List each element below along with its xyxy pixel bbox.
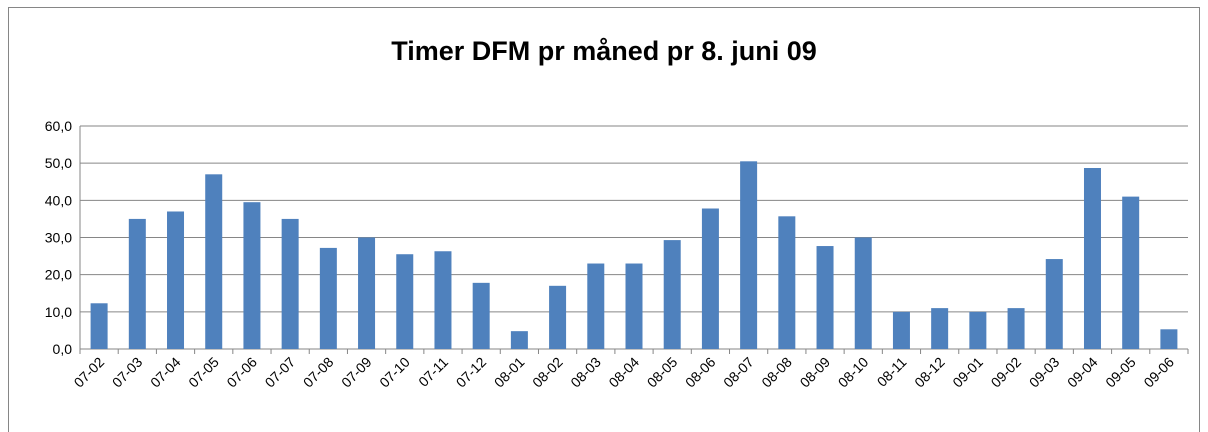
- y-tick-label: 20,0: [45, 267, 72, 283]
- bar: [740, 161, 758, 349]
- bar: [701, 208, 719, 349]
- bar: [1007, 308, 1025, 349]
- bar: [396, 254, 414, 349]
- bar: [510, 331, 528, 349]
- bar: [549, 285, 567, 349]
- y-tick-label: 40,0: [45, 192, 72, 208]
- bar: [587, 263, 605, 349]
- bar: [90, 303, 108, 349]
- bar: [358, 237, 376, 349]
- bar: [1160, 329, 1178, 349]
- bar: [816, 246, 834, 349]
- bar: [243, 202, 261, 349]
- bar: [663, 240, 681, 349]
- bar: [1045, 259, 1063, 349]
- bar: [1122, 196, 1140, 349]
- y-tick-label: 50,0: [45, 155, 72, 171]
- y-tick-label: 60,0: [45, 118, 72, 134]
- bar: [281, 218, 299, 349]
- chart-title: Timer DFM pr måned pr 8. juni 09: [391, 36, 817, 66]
- bar: [625, 263, 643, 349]
- y-tick-label: 30,0: [45, 230, 72, 246]
- bar: [434, 251, 452, 349]
- bar: [1083, 167, 1101, 349]
- bar: [128, 218, 146, 349]
- bar: [778, 216, 796, 349]
- bar: [892, 311, 910, 349]
- bar: [854, 237, 872, 349]
- bar: [472, 282, 490, 349]
- y-tick-label: 10,0: [45, 304, 72, 320]
- bar: [205, 174, 223, 349]
- bar: [319, 247, 337, 349]
- bar: [969, 311, 987, 349]
- bar: [931, 308, 949, 349]
- bar: [167, 211, 185, 349]
- y-tick-label: 0,0: [53, 341, 73, 357]
